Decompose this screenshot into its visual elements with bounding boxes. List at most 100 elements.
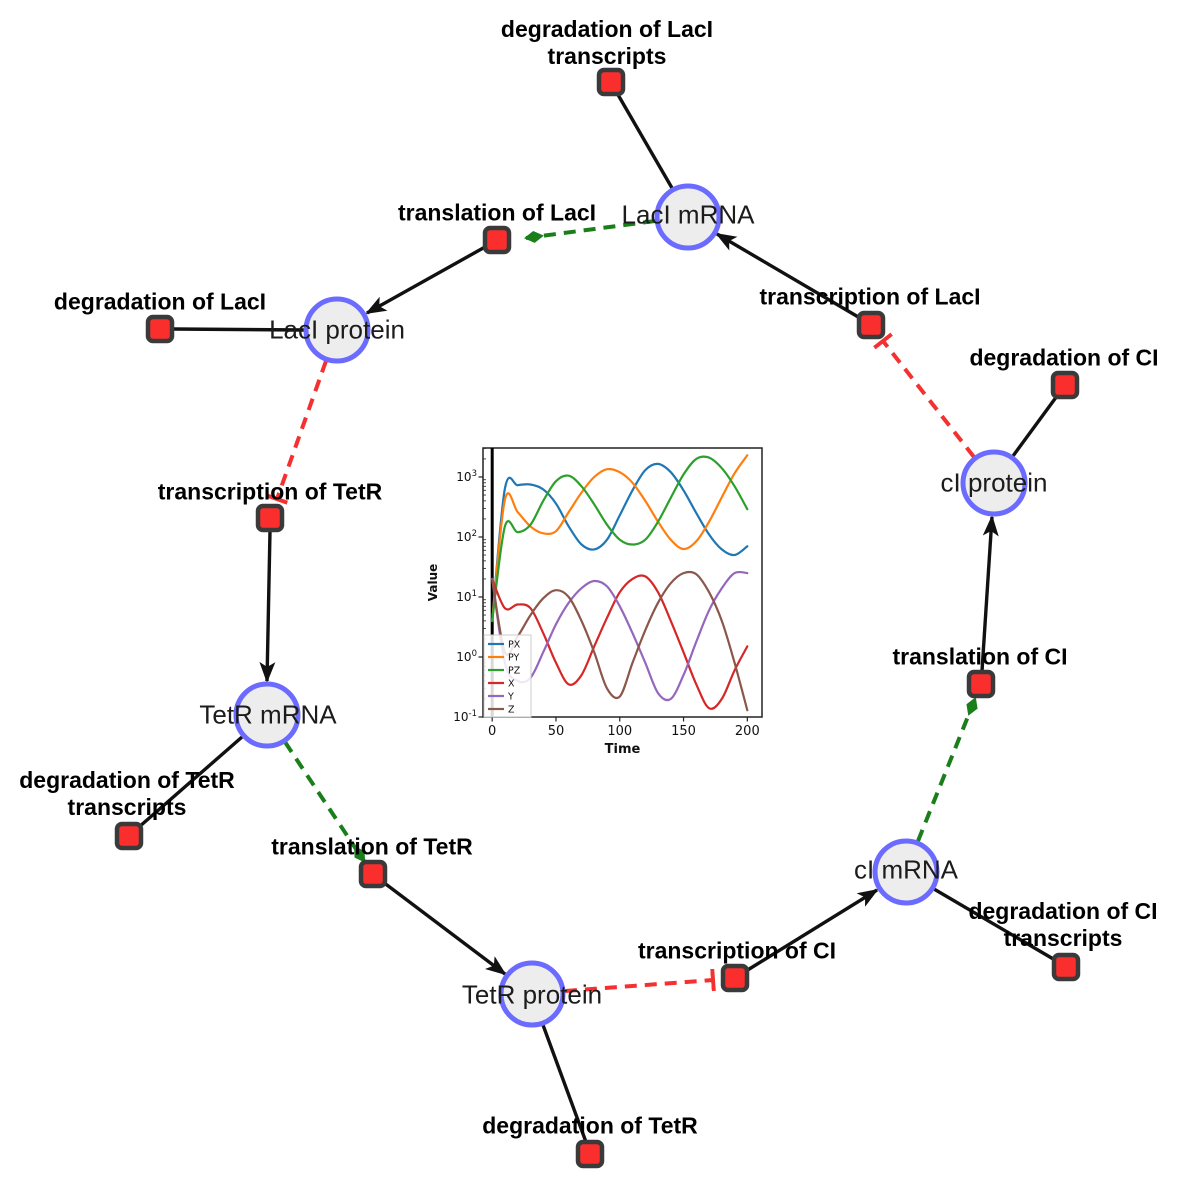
y-tick-label: 100 [456,649,477,664]
species-node-laci-protein[interactable] [303,296,371,364]
edge-ci-mrna-to-translation-ci [916,697,978,842]
legend-label-Z: Z [508,705,515,716]
species-label-laci-mrna: LacI mRNA [621,199,755,230]
species-label-tetr-mrna: TetR mRNA [199,699,337,730]
y-tick-label: 101 [456,589,477,604]
plot-frame [482,447,763,718]
y-axis-title: Value [426,564,440,602]
species-label-ci-protein: cI protein [940,467,1048,498]
edge-translation-laci-to-laci-protein [365,245,486,315]
edge-ci-protein-inhibits-transcription-laci [873,332,976,459]
species-node-laci-mrna[interactable] [654,183,722,251]
x-tick-label: 0 [488,724,496,739]
edge-ci-mrna-to-degradation-ci-transcripts [933,887,1056,962]
reaction-label-degradation-of-ci-transcripts: degradation of CI transcripts [968,898,1157,952]
edges-layer [137,92,1059,1143]
species-node-ci-mrna[interactable] [872,838,940,906]
label-line: degradation of LacI [500,16,714,42]
y-tick-label: 103 [456,469,477,484]
label-line: transcription of TetR [157,478,383,505]
species-layer [233,183,1028,1028]
label-line: degradation of CI [969,344,1159,371]
reaction-label-degradation-of-tetr-transcripts: degradation of TetR transcripts [19,767,235,821]
reaction-node-degradation-of-ci-transcripts[interactable] [1051,952,1081,982]
legend-label-PX: PX [508,640,521,651]
reaction-node-transcription-of-ci[interactable] [720,963,750,993]
edge-laci-mrna-to-degradation-transcripts [615,92,674,189]
label-line: translation of CI [892,643,1068,670]
reaction-label-degradation-of-laci-transcripts: degradation of LacI transcripts [501,16,713,70]
reaction-label-transcription-of-tetr: transcription of TetR [158,479,382,506]
reaction-label-degradation-of-tetr: degradation of TetR [482,1113,698,1140]
edge-ci-protein-to-degradation-ci [1011,394,1059,458]
reaction-node-translation-of-tetr[interactable] [358,859,388,889]
reaction-label-transcription-of-laci: transcription of LacI [759,284,980,311]
reactions-layer [114,67,1081,1169]
species-label-tetr-protein: TetR protein [461,979,603,1010]
label-line: transcripts [1003,925,1123,951]
series-line-Z [491,570,749,712]
edge-tetr-protein-to-degradation-tetr [541,1024,588,1143]
y-tick-label: 10-1 [453,709,477,724]
reaction-node-degradation-of-ci[interactable] [1050,370,1080,400]
edge-transcription-laci-to-laci-mrna [715,232,861,320]
label-line: degradation of TetR [19,767,235,793]
reaction-label-translation-of-laci: translation of LacI [398,200,596,227]
edge-laci-protein-to-degradation-laci [172,327,306,332]
label-line: degradation of LacI [53,288,267,315]
reaction-node-translation-of-laci[interactable] [482,225,512,255]
series-line-PY [491,454,749,622]
inset-chart-canvas: 10-1 100 101 102 103 0 50 100 150 200 Time Value PX P… [426,447,763,757]
edge-tetr-protein-inhibits-transcription-ci [564,968,716,993]
legend-box [483,634,532,718]
reaction-node-degradation-of-laci[interactable] [145,314,175,344]
label-line: degradation of TetR [482,1112,698,1139]
reaction-label-degradation-of-laci: degradation of LacI [54,289,266,316]
edge-laci-mrna-to-translation-laci [524,219,656,243]
edge-transcription-tetr-to-tetr-mrna [259,530,276,683]
species-label-laci-protein: LacI protein [269,314,405,345]
label-line: transcription of CI [637,937,837,964]
series-line-Y [491,570,749,702]
edge-tetr-mrna-to-translation-tetr [283,740,366,863]
reaction-node-degradation-of-tetr-transcripts[interactable] [114,821,144,851]
series-line-X [491,574,749,710]
y-tick-label: 102 [456,529,477,544]
label-line: degradation of CI [968,898,1158,924]
inset-simulation-chart: 10-1 100 101 102 103 0 50 100 150 200 Time Value PX P… [425,433,770,768]
series-line-PZ [491,455,749,622]
reaction-node-translation-of-ci[interactable] [966,669,996,699]
label-line: transcripts [547,43,667,69]
reaction-label-degradation-of-ci: degradation of CI [969,345,1158,372]
edge-tetr-mrna-to-degradation-tetr-transcripts [137,735,244,829]
species-node-tetr-mrna[interactable] [233,681,301,749]
reaction-node-degradation-of-tetr[interactable] [575,1139,605,1169]
species-label-ci-mrna: cI mRNA [854,854,958,885]
edge-transcription-ci-to-ci-mrna [745,888,879,973]
reaction-label-translation-of-ci: translation of CI [892,644,1067,671]
edge-translation-ci-to-ci-protein [980,515,999,672]
species-node-ci-protein[interactable] [960,449,1028,517]
x-tick-label: 150 [671,724,696,739]
edge-laci-protein-inhibits-transcription-tetr [265,360,328,505]
x-tick-label: 100 [607,724,632,739]
label-line: transcription of LacI [759,283,981,310]
label-line: translation of TetR [271,833,473,860]
series-line-PX [491,462,749,622]
label-line: translation of LacI [397,199,597,226]
x-tick-label: 50 [548,724,565,739]
x-tick-label: 200 [735,724,760,739]
label-line: transcripts [67,794,187,820]
legend-label-PY: PY [508,653,520,664]
legend-label-Y: Y [507,692,514,703]
reaction-node-transcription-of-laci[interactable] [856,310,886,340]
species-node-tetr-protein[interactable] [498,960,566,1028]
legend-label-X: X [508,679,515,690]
edge-translation-tetr-to-tetr-protein [381,880,507,976]
x-axis-title: Time [605,742,641,757]
legend-label-PZ: PZ [508,666,521,677]
reaction-node-transcription-of-tetr[interactable] [255,503,285,533]
reaction-node-degradation-of-laci-transcripts[interactable] [596,67,626,97]
